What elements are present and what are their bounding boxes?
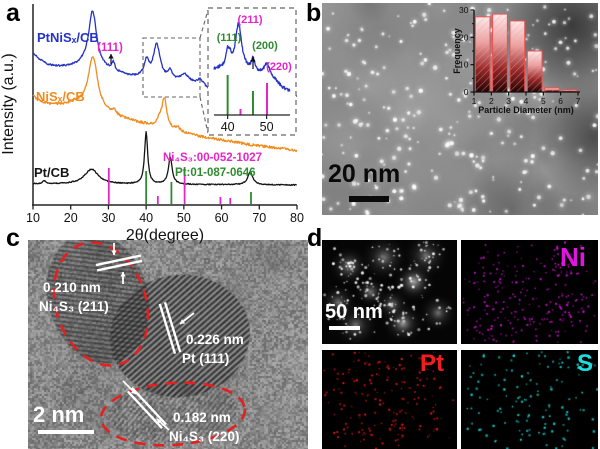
xrd-chart: 10 20 30 40 50 60 70 80 2θ(degree) Intensity (a.u…	[0, 4, 304, 244]
s-map-label: S	[577, 350, 594, 377]
panel-b-label: b	[306, 0, 322, 27]
panel-b-scale-bar-label: 20 nm	[328, 160, 401, 188]
svg-text:20: 20	[459, 32, 469, 42]
svg-text:Ni₄S₃:00-052-1027: Ni₄S₃:00-052-1027	[163, 152, 262, 164]
svg-text:10: 10	[26, 211, 40, 225]
svg-text:Pt:01-087-0646: Pt:01-087-0646	[175, 167, 256, 179]
svg-text:Frequency: Frequency	[452, 28, 462, 74]
panel-c-scale-bar-label: 2 nm	[33, 402, 85, 427]
svg-text:NiSₓ/CB: NiSₓ/CB	[36, 89, 85, 104]
svg-text:0.182 nm: 0.182 nm	[173, 410, 231, 425]
stem-image	[322, 3, 598, 215]
svg-text:0.210 nm: 0.210 nm	[43, 280, 101, 295]
svg-text:4: 4	[524, 96, 529, 106]
svg-text:60: 60	[215, 211, 229, 225]
svg-text:(211): (211)	[237, 14, 262, 26]
svg-text:PtNiSₓ/CB: PtNiSₓ/CB	[37, 30, 99, 45]
svg-text:5: 5	[541, 96, 546, 106]
hrtem-image	[28, 240, 308, 449]
svg-text:40: 40	[139, 211, 153, 225]
panel-d-label: d	[307, 224, 323, 252]
s-eds-map	[461, 350, 598, 449]
hrtem-annotations: 0.210 nm Ni₄S₃ (211) 0.226 nm Pt (111) 0.182…	[39, 241, 247, 447]
svg-text:80: 80	[290, 211, 304, 225]
pt-map-label: Pt	[420, 350, 444, 377]
svg-text:0: 0	[464, 87, 469, 97]
svg-text:10: 10	[459, 60, 469, 70]
panel-a-label: a	[6, 0, 20, 27]
svg-text:2: 2	[489, 96, 494, 106]
svg-text:Ni₄S₃ (220): Ni₄S₃ (220)	[169, 429, 239, 444]
svg-text:Particle Diameter (nm): Particle Diameter (nm)	[478, 105, 574, 115]
svg-text:(111): (111)	[97, 42, 123, 54]
svg-text:0.226 nm: 0.226 nm	[186, 332, 244, 347]
panel-b-scale-bar	[349, 196, 389, 202]
svg-text:(200): (200)	[252, 40, 278, 52]
ni-eds-map	[461, 240, 598, 344]
svg-text:30: 30	[459, 5, 469, 15]
svg-text:7: 7	[576, 96, 581, 106]
svg-text:2θ(degree): 2θ(degree)	[126, 227, 204, 244]
svg-text:50: 50	[260, 120, 274, 134]
svg-text:70: 70	[252, 211, 266, 225]
particle-size-histogram: 0 10 20 30 1 2 3 4 5 6 7 Frequency Particle Diameter…	[452, 5, 581, 115]
svg-text:Intensity (a.u.): Intensity (a.u.)	[0, 53, 17, 154]
panel-d-scale-bar-label: 50 nm	[325, 301, 383, 323]
pt-eds-map	[322, 350, 457, 449]
svg-text:6: 6	[558, 96, 563, 106]
svg-text:20: 20	[64, 211, 78, 225]
panel-c-scale-bar	[38, 430, 94, 434]
svg-text:50: 50	[177, 211, 191, 225]
svg-text:3: 3	[506, 96, 511, 106]
svg-text:Ni₄S₃ (211): Ni₄S₃ (211)	[39, 299, 109, 314]
svg-text:(220): (220)	[266, 61, 292, 73]
svg-text:1: 1	[472, 96, 477, 106]
ni-map-label: Ni	[560, 242, 586, 272]
svg-text:Pt (111): Pt (111)	[182, 351, 229, 366]
panel-d-scale-bar	[329, 326, 360, 330]
svg-text:30: 30	[101, 211, 115, 225]
svg-text:40: 40	[221, 120, 235, 134]
svg-text:(111): (111)	[217, 32, 242, 44]
svg-text:Pt/CB: Pt/CB	[34, 165, 69, 180]
panel-c-label: c	[6, 224, 20, 252]
